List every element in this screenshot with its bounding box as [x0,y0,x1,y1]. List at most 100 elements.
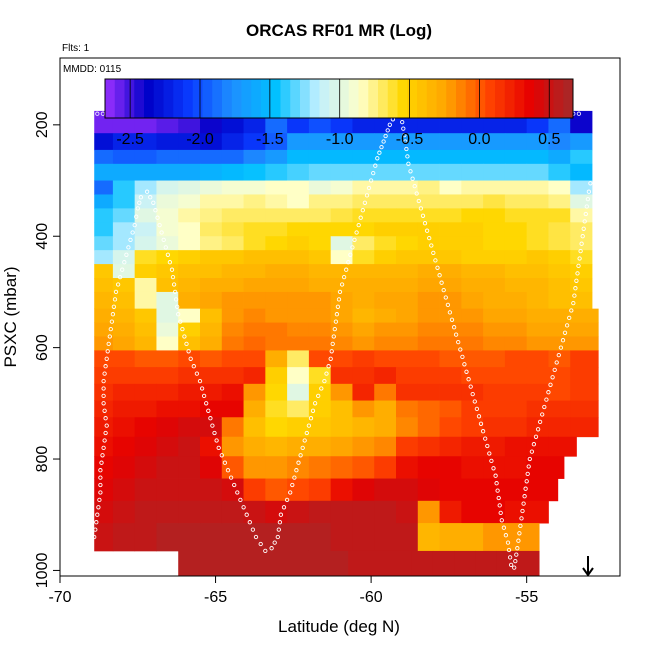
x-axis: -70 -65 -60 -55 [48,576,538,606]
heatmap-cell [200,236,223,251]
heatmap-cell [178,436,201,457]
track-point [103,364,108,369]
heatmap-cell [439,436,462,457]
heatmap-cell [526,194,549,209]
heatmap-cell [308,417,332,438]
heatmap-cell [526,478,559,502]
colorbar-swatch [417,79,428,118]
heatmap-cell [374,322,397,337]
heatmap-cell [439,133,462,151]
heatmap-cell [330,350,353,368]
heatmap-cell [178,194,201,209]
heatmap-cell [417,278,440,293]
heatmap-cell [134,478,157,502]
heatmap-cell [156,500,179,524]
track-point [564,323,570,328]
heatmap-cell [330,417,353,438]
heatmap-cell [483,236,506,251]
track-point [216,445,221,451]
heatmap-cell [461,400,484,418]
colorbar-swatch [261,79,272,118]
track-point [272,540,277,545]
heatmap-cell [504,417,528,438]
heatmap-cell [352,322,375,337]
heatmap-cell [287,264,310,279]
colorbar-swatch [475,79,486,118]
track-point [400,119,405,125]
heatmap-cell [178,456,201,479]
track-point [414,191,419,196]
heatmap-cell [396,367,419,385]
track-point [153,208,158,213]
heatmap-cell [112,133,136,151]
heatmap-cell [308,250,332,265]
heatmap-cell [483,367,506,385]
heatmap-cell [570,278,593,293]
heatmap-cell [308,264,332,279]
track-point [172,289,178,295]
track-point [180,326,185,332]
colorbar-swatch [495,79,506,118]
track-point [439,280,444,285]
heatmap-cell [461,500,484,524]
heatmap-cell [112,149,136,165]
heatmap-cell [374,180,397,195]
colorbar-swatch [348,79,359,118]
heatmap-cell [330,500,353,524]
track-point [102,408,107,413]
track-point [278,512,284,517]
heatmap-cell [308,149,332,165]
track-point [178,319,183,324]
track-point [435,265,440,270]
heatmap-cell [417,417,440,438]
heatmap-cell [439,194,462,209]
heatmap-cell [396,350,419,368]
colorbar-swatch [280,79,291,118]
track-point [334,312,340,317]
heatmap-cell [221,278,244,293]
heatmap-cell [265,336,288,351]
heatmap-cell [504,236,528,251]
heatmap-cell [287,400,310,418]
heatmap-cell [221,236,244,251]
heatmap-cell [352,133,375,151]
x-tick-label: -60 [360,589,383,606]
heatmap-cell [178,478,201,502]
heatmap-cell [504,133,528,151]
heatmap-cell [265,194,288,209]
track-point [292,475,297,480]
heatmap-cell [461,322,484,337]
track-point [176,312,181,317]
colorbar-swatch [270,79,281,118]
heatmap-cell [439,250,462,265]
heatmap-cell [221,222,244,237]
track-point [101,401,106,406]
track-point [290,482,295,488]
heatmap-cell [112,250,136,265]
heatmap-cell [417,222,440,237]
heatmap-cell [548,236,571,251]
heatmap-cell [156,208,179,223]
colorbar-swatch [504,79,515,118]
x-tick-label: -55 [515,589,538,606]
heatmap-cell [483,478,506,502]
heatmap-cell [178,383,201,401]
heatmap-cell [308,194,332,209]
heatmap-cell [526,133,549,151]
heatmap-cell [200,163,223,181]
heatmap-cell [308,336,332,351]
heatmap-cell [417,322,440,337]
heatmap-cell [396,194,419,209]
heatmap-cell [134,208,157,223]
heatmap-cell [570,194,593,209]
heatmap-cell [243,308,266,323]
heatmap-cell [200,222,223,237]
heatmap-cell [112,163,136,181]
track-point [336,297,342,302]
track-point [537,419,543,425]
track-point [106,341,111,347]
track-point [485,443,490,449]
heatmap-cell [134,322,157,337]
heatmap-cell [417,264,440,279]
track-point [529,449,535,454]
